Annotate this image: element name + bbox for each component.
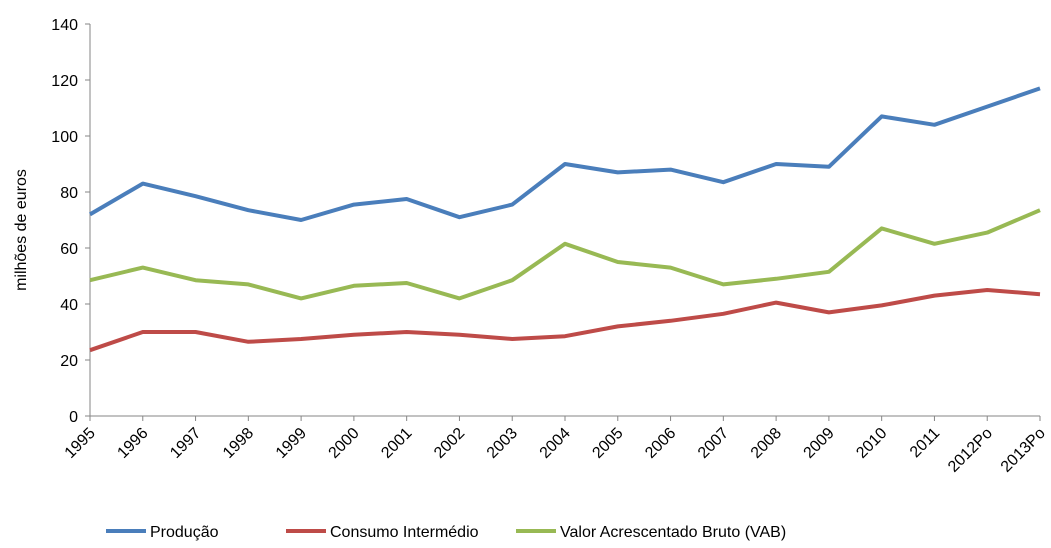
x-tick-label: 2007 — [695, 425, 732, 462]
x-tick-label: 1995 — [62, 425, 99, 462]
y-tick-label: 60 — [60, 241, 78, 258]
x-tick-label: 2012Po — [945, 425, 996, 476]
x-tick-label: 2000 — [326, 425, 363, 462]
x-tick-label: 2009 — [801, 425, 838, 462]
x-tick-label: 2013Po — [998, 425, 1049, 476]
y-tick-label: 140 — [51, 17, 78, 34]
x-tick-label: 2001 — [378, 425, 415, 462]
x-tick-label: 1997 — [167, 425, 204, 462]
x-tick-label: 2002 — [431, 425, 468, 462]
x-tick-label: 2004 — [537, 425, 574, 462]
series-line — [89, 288, 1041, 353]
x-tick-label: 1998 — [220, 425, 257, 462]
y-tick-label: 100 — [51, 129, 78, 146]
x-tick-label: 2008 — [748, 425, 785, 462]
y-tick-label: 0 — [69, 409, 78, 426]
y-tick-label: 120 — [51, 73, 78, 90]
x-tick-label: 2010 — [853, 425, 890, 462]
legend-label: Consumo Intermédio — [330, 524, 479, 541]
x-tick-label: 2011 — [907, 425, 943, 461]
x-tick-label: 2006 — [642, 425, 679, 462]
y-axis-label: milhões de euros — [13, 169, 30, 291]
x-tick-label: 2003 — [484, 425, 521, 462]
series-line — [88, 86, 1041, 222]
series-line — [89, 208, 1041, 301]
x-tick-label: 2005 — [589, 425, 626, 462]
y-tick-label: 40 — [60, 297, 78, 314]
x-tick-label: 1996 — [114, 425, 151, 462]
x-tick-label: 1999 — [273, 425, 310, 462]
y-tick-label: 80 — [60, 185, 78, 202]
legend-label: Valor Acrescentado Bruto (VAB) — [560, 524, 786, 541]
legend-label: Produção — [150, 524, 219, 541]
y-tick-label: 20 — [60, 353, 78, 370]
